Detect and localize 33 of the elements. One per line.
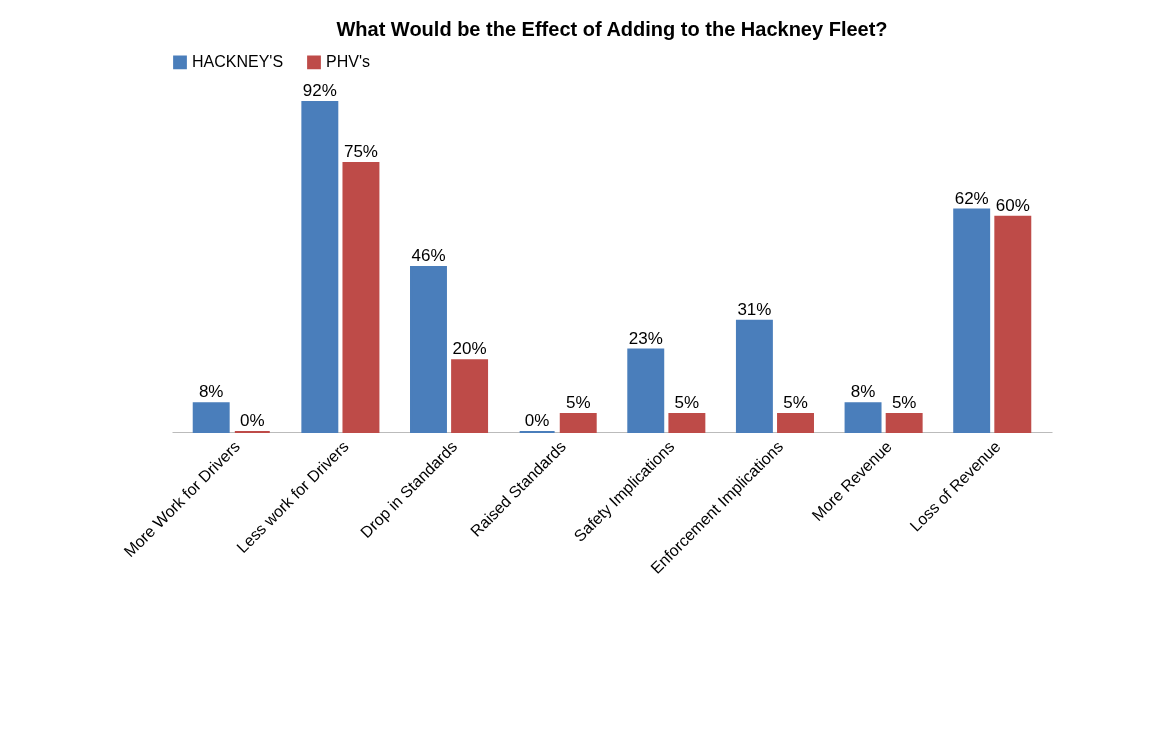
- data-label: 5%: [674, 393, 700, 413]
- data-label: 23%: [628, 328, 663, 348]
- data-label: 75%: [343, 141, 378, 161]
- bar: [559, 413, 597, 433]
- legend-label: HACKNEY'S: [192, 53, 284, 71]
- bar: [994, 215, 1032, 433]
- bar: [844, 402, 882, 433]
- bar: [410, 266, 447, 433]
- bar: [885, 413, 923, 433]
- bar: [342, 161, 380, 433]
- data-label: 31%: [737, 299, 772, 319]
- data-label: 5%: [565, 393, 591, 413]
- data-label: 46%: [411, 246, 446, 265]
- data-label: 62%: [954, 188, 989, 208]
- bar: [192, 402, 230, 433]
- bar: [451, 359, 489, 433]
- bar: [735, 319, 773, 433]
- data-label: 8%: [198, 382, 224, 402]
- chart-title: What Would be the Effect of Adding to the Hackney Fleet?: [336, 18, 888, 40]
- bar: [301, 101, 339, 433]
- data-label: 0%: [240, 411, 265, 430]
- data-label: 60%: [995, 195, 1030, 215]
- bar: [777, 413, 814, 433]
- data-label: 0%: [524, 411, 550, 430]
- data-label: 5%: [891, 393, 917, 413]
- data-label: 20%: [452, 339, 487, 359]
- data-label: 5%: [783, 393, 808, 413]
- bar: [953, 208, 991, 433]
- bar: [668, 413, 706, 433]
- bar: [627, 348, 665, 433]
- legend-label: PHV's: [326, 53, 370, 71]
- data-label: 8%: [850, 382, 876, 402]
- data-label: 92%: [302, 81, 337, 100]
